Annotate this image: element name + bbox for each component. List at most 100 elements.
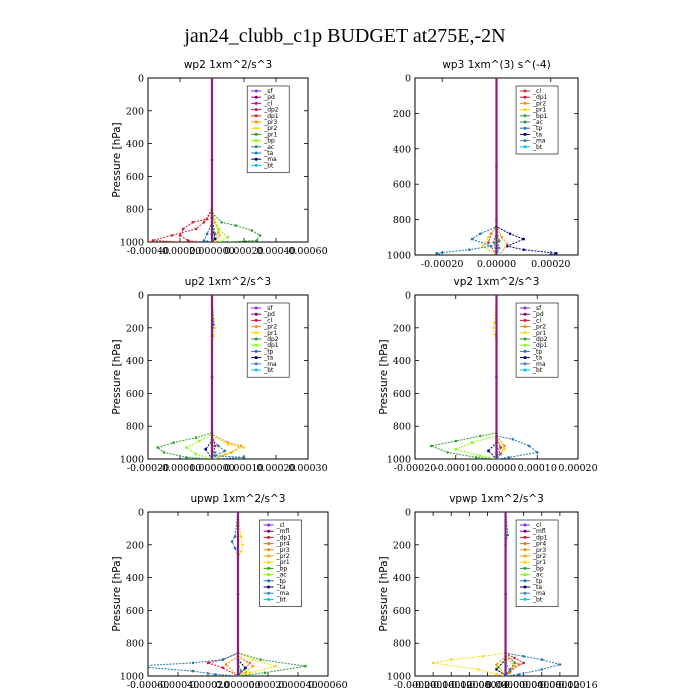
data-point: [492, 241, 496, 244]
data-point: [470, 237, 474, 241]
data-point: [497, 239, 501, 243]
legend-marker: [523, 349, 527, 353]
data-point: [132, 665, 135, 668]
data-point: [226, 235, 230, 239]
legend-marker: [254, 312, 258, 316]
panel-vp2: vp2 1xm^2/s^3 0 200 400 600 800 1000-0.00020-0…: [378, 276, 598, 474]
legend-label: _ma: [276, 590, 290, 597]
data-point: [511, 438, 515, 441]
series-line-dp2: [179, 78, 213, 242]
series-group: [429, 295, 539, 459]
legend-marker: [523, 101, 527, 105]
legend-label: _dp2: [263, 107, 279, 114]
data-point: [221, 658, 225, 661]
legend-marker: [523, 318, 527, 322]
data-point: [218, 240, 222, 242]
x-tick-label: 0.00060: [288, 246, 327, 257]
legend-box: [259, 519, 302, 607]
data-point: [194, 436, 198, 440]
data-point: [446, 451, 449, 454]
y-tick-label: 400: [126, 573, 144, 584]
data-point: [513, 664, 516, 668]
data-point: [186, 239, 190, 242]
legend-marker: [267, 535, 271, 539]
data-point: [185, 446, 188, 449]
legend-marker: [254, 356, 258, 360]
legend-box: [515, 519, 559, 607]
data-point: [477, 668, 480, 671]
data-point: [478, 434, 482, 438]
series-line-ac: [495, 512, 507, 676]
data-point: [241, 543, 244, 547]
data-point: [250, 229, 254, 232]
series-line-ta: [495, 512, 507, 676]
legend-label: _cl: [532, 88, 541, 95]
legend-marker: [523, 548, 527, 552]
y-tick-label: 0: [405, 291, 411, 302]
data-point: [242, 456, 246, 459]
legend-label: _ta: [532, 355, 542, 362]
legend-label: _ma: [532, 590, 546, 597]
legend-label: _ma: [263, 361, 277, 368]
data-point: [513, 656, 516, 660]
legend-label: _ac: [276, 572, 287, 579]
legend-marker: [523, 95, 527, 99]
legend-marker: [267, 585, 271, 589]
series-line-pr1: [482, 78, 497, 255]
data-point: [230, 540, 234, 543]
series-line-pr2: [211, 295, 242, 459]
legend-label: _pr4: [532, 541, 546, 548]
data-point: [206, 661, 210, 665]
data-point: [274, 664, 277, 668]
series-line-dp1: [206, 512, 239, 676]
legend-marker: [267, 542, 271, 546]
data-point: [248, 671, 252, 674]
data-point: [493, 333, 496, 336]
data-point: [194, 452, 198, 456]
y-tick-label: 1000: [120, 455, 144, 466]
x-tick-label: 0.00008: [522, 680, 561, 691]
legend-label: _dp2: [532, 336, 548, 343]
y-tick-label: 400: [126, 139, 144, 150]
legend-marker: [523, 114, 527, 118]
data-point: [470, 441, 474, 444]
legend-marker: [254, 331, 258, 335]
panel-title: vpwp 1xm^2/s^3: [449, 493, 544, 505]
data-point: [487, 241, 490, 244]
x-tick-label: -0.00020: [394, 463, 437, 474]
data-point: [213, 451, 217, 454]
series-line-tp: [436, 78, 497, 255]
legend-label: _pr2: [532, 324, 546, 331]
legend-label: _pr1: [263, 330, 277, 337]
legend-label: _bt: [532, 367, 543, 374]
panel-title: up2 1xm^2/s^3: [185, 276, 271, 288]
series-line-tp: [148, 512, 239, 676]
legend-marker: [523, 362, 527, 366]
data-point: [162, 451, 166, 454]
y-tick-label: 800: [393, 422, 411, 433]
data-point: [522, 661, 525, 665]
data-point: [508, 232, 512, 236]
legend-marker: [523, 542, 527, 546]
data-point: [226, 240, 230, 242]
x-tick-label: -0.00020: [159, 246, 202, 257]
legend-marker: [254, 343, 258, 347]
data-point: [217, 227, 220, 231]
legend-marker: [267, 560, 271, 564]
data-point: [218, 234, 222, 237]
data-point: [497, 246, 501, 250]
data-point: [213, 444, 217, 448]
series-group: [431, 512, 562, 676]
x-tick-label: 0.00004: [504, 680, 543, 691]
legend-marker: [523, 331, 527, 335]
data-point: [487, 449, 490, 453]
legend-marker: [523, 139, 527, 143]
legend-label: _dp1: [276, 534, 292, 541]
x-tick-label: -0.00040: [127, 246, 170, 257]
x-tick-label: -0.00060: [127, 680, 170, 691]
legend-marker: [254, 108, 258, 112]
y-axis-label: Pressure [hPa]: [378, 339, 390, 414]
data-point: [522, 248, 525, 251]
data-point: [454, 447, 458, 451]
legend-marker: [267, 566, 271, 570]
